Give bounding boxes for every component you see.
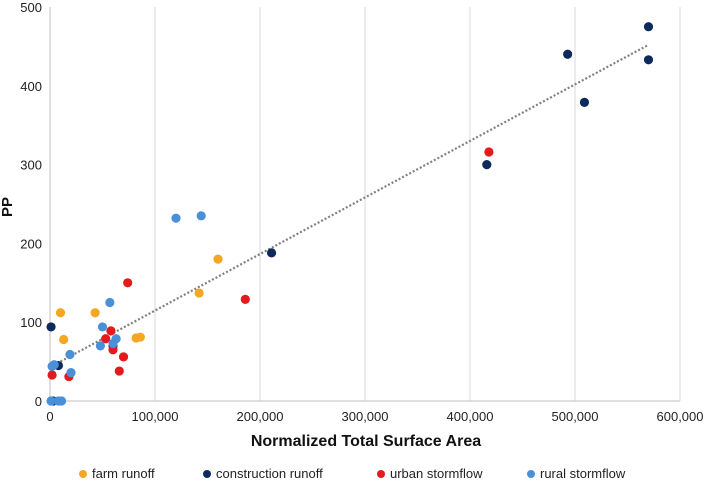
legend-label-construction-runoff: construction runoff bbox=[216, 466, 323, 481]
legend-label-rural-stormflow: rural stormflow bbox=[540, 466, 626, 481]
y-tick-label: 300 bbox=[20, 158, 42, 173]
construction-runoff-point bbox=[482, 160, 492, 170]
x-tick-label: 100,000 bbox=[132, 409, 179, 424]
rural-stormflow-point bbox=[65, 349, 75, 360]
rural-stormflow-point bbox=[105, 297, 115, 308]
y-tick-label: 400 bbox=[20, 79, 42, 94]
urban-stormflow-point bbox=[106, 326, 116, 336]
rural-stormflow-point bbox=[46, 396, 56, 406]
rural-stormflow-point bbox=[171, 213, 181, 223]
tick-labels: 0 100,000 200,000 300,000 400,000 500,000 600,… bbox=[20, 0, 703, 424]
axes bbox=[49, 7, 680, 402]
construction-runoff-point bbox=[643, 22, 654, 32]
construction-runoff-point bbox=[579, 97, 590, 107]
farm-runoff-point bbox=[55, 308, 66, 318]
construction-runoff-point bbox=[46, 322, 56, 332]
x-tick-label: 400,000 bbox=[447, 409, 494, 424]
urban-stormflow-point bbox=[484, 147, 494, 157]
y-tick-label: 100 bbox=[20, 315, 42, 330]
y-axis-title: PP bbox=[0, 197, 16, 217]
rural-stormflow-point bbox=[97, 322, 108, 332]
urban-stormflow-point bbox=[47, 370, 57, 380]
legend-label-urban-stormflow: urban stormflow bbox=[390, 466, 483, 481]
urban-stormflow-point bbox=[101, 334, 111, 344]
y-tick-label: 500 bbox=[20, 0, 42, 15]
rural-stormflow-point bbox=[95, 341, 105, 351]
x-tick-label: 200,000 bbox=[237, 409, 284, 424]
trendline-line bbox=[49, 43, 650, 369]
construction-runoff-point bbox=[563, 49, 573, 59]
grid-lines bbox=[154, 7, 681, 401]
y-tick-label: 200 bbox=[20, 236, 42, 251]
legend-marker-urban-stormflow bbox=[377, 470, 385, 478]
legend-marker-construction-runoff bbox=[203, 470, 211, 478]
x-axis-title: Normalized Total Surface Area bbox=[251, 433, 481, 450]
x-tick-label: 500,000 bbox=[552, 409, 599, 424]
x-tick-label: 600,000 bbox=[657, 409, 704, 424]
urban-stormflow-point bbox=[118, 352, 129, 362]
farm-runoff-point bbox=[90, 308, 100, 318]
legend-marker-farm-runoff bbox=[79, 470, 87, 478]
legend: farm runoff construction runoff urban stor… bbox=[79, 466, 626, 481]
farm-runoff-point bbox=[59, 334, 69, 345]
farm-runoff-point bbox=[213, 254, 223, 264]
trendline bbox=[49, 43, 650, 369]
rural-stormflow-point bbox=[111, 334, 121, 344]
legend-marker-rural-stormflow bbox=[527, 470, 535, 478]
x-tick-label: 0 bbox=[46, 409, 53, 424]
urban-stormflow-point bbox=[114, 366, 124, 376]
legend-label-farm-runoff: farm runoff bbox=[92, 466, 155, 481]
urban-stormflow-point bbox=[108, 345, 118, 355]
urban-stormflow-point bbox=[240, 294, 250, 304]
farm-runoff-point bbox=[194, 288, 204, 298]
urban-stormflow-point bbox=[123, 278, 133, 288]
rural-stormflow-point bbox=[49, 360, 59, 370]
x-tick-label: 300,000 bbox=[342, 409, 389, 424]
rural-stormflow-point bbox=[56, 396, 67, 406]
farm-runoff-point bbox=[135, 332, 145, 342]
y-tick-label: 0 bbox=[35, 394, 42, 409]
construction-runoff-point bbox=[266, 248, 277, 258]
construction-runoff-point bbox=[643, 55, 654, 65]
rural-stormflow-point bbox=[66, 368, 76, 378]
rural-stormflow-point bbox=[196, 211, 206, 221]
data-points bbox=[46, 22, 654, 406]
